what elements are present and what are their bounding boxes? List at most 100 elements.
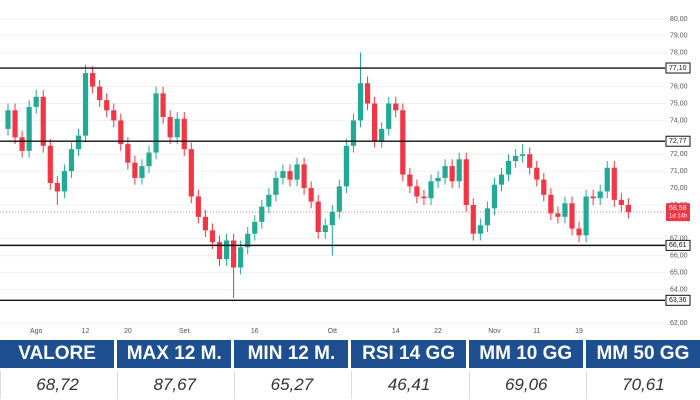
candle-body [576,228,582,236]
candle-body [498,174,505,185]
candle-body [400,110,406,175]
candle-body [118,120,124,145]
y-tick-label: 65,00 [670,269,688,276]
candle-body [68,149,75,172]
y-tick-label: 79,00 [670,33,688,40]
level-box [665,62,691,74]
candle-body [259,206,265,222]
candle-body [252,221,258,234]
y-tick-label: 70,00 [670,185,688,192]
candle-body [484,208,490,226]
candle-body [75,135,82,150]
candle-body [470,204,476,234]
candle-body [555,213,561,217]
table-cell: 69,06 [468,371,583,399]
candle-body [160,93,166,118]
candle-body [583,196,589,236]
x-tick-label: 14 [392,328,400,335]
y-tick-label: 67,00 [670,236,688,243]
y-tick-label: 76,00 [670,83,688,90]
candle-body [188,149,194,197]
candle-body [5,110,11,129]
x-tick-label: 19 [575,328,583,335]
candle-body [308,188,314,202]
table-cell: 87,67 [117,371,232,399]
candle-body [442,166,448,178]
level-label: 66,61 [669,242,687,249]
candle-body [329,211,335,226]
candle-body [216,242,223,260]
table-cell: 68,72 [0,371,115,399]
y-tick-label: 78,00 [670,50,688,57]
chart: 62,0064,0065,0066,0067,0069,0070,0071,00… [0,16,691,335]
candle-body [336,186,342,212]
candle-body [231,240,237,268]
x-tick-label: Nov [488,328,501,335]
x-tick-label: 20 [124,328,132,335]
candle-body [357,83,364,121]
last-price-box [666,203,690,222]
candle-body [132,162,138,178]
candle-body [273,177,279,195]
candle-body [463,159,469,205]
candle-body [146,152,152,167]
candle-body [202,216,208,231]
candle-body [322,225,328,233]
candle-body [477,225,483,234]
candle-body [604,167,610,192]
candle-body [562,203,568,217]
y-tick-label: 71,00 [670,168,688,175]
candle-body [449,166,455,182]
table-cell: 65,27 [234,371,349,399]
candle-body [597,191,603,199]
level-box [665,294,691,306]
x-tick-label: 16 [251,328,259,335]
candle-body [611,167,617,200]
y-tick-label: 72,00 [670,151,688,158]
candle-body [513,155,519,162]
table-header: MAX 12 M. [117,340,232,368]
level-label: 72,77 [669,138,687,145]
candle-body [195,196,201,217]
table-header: MIN 12 M. [234,340,349,368]
candle-body [82,73,89,136]
candle-body [590,196,596,199]
candle-body [266,194,272,207]
table-header: VALORE [0,340,115,368]
candle-body [315,201,321,233]
x-tick-label: 12 [82,328,90,335]
candle-body [491,184,498,209]
table-cell: 46,41 [351,371,466,399]
candle-body [61,171,67,192]
candle-body [111,110,117,121]
candle-body [350,120,357,146]
candle-body [19,137,25,151]
x-tick-label: 22 [434,328,442,335]
candle-body [379,128,385,141]
level-box [665,239,691,251]
x-tick-label: 11 [533,328,540,335]
candle-body [12,110,18,138]
candle-body [97,86,103,101]
candle-body [223,240,230,260]
candle-body [280,171,286,178]
candle-body [139,166,145,178]
candle-body [505,161,512,175]
candle-body [153,93,159,153]
y-tick-label: 80,00 [670,16,688,23]
candle-body [245,233,251,248]
y-tick-label: 75,00 [670,100,688,107]
level-label: 63,36 [669,297,687,304]
candle-body [456,159,462,182]
candle-body [181,118,187,150]
y-tick-label: 64,00 [670,286,688,293]
countdown: 1d 14h [669,214,687,220]
x-tick-label: Set [179,328,190,335]
candle-body [287,171,293,180]
candle-body [33,96,39,107]
candle-body [520,154,526,156]
candle-body [174,118,180,138]
y-tick-label: 74,00 [670,117,688,124]
candle-body [90,73,96,87]
